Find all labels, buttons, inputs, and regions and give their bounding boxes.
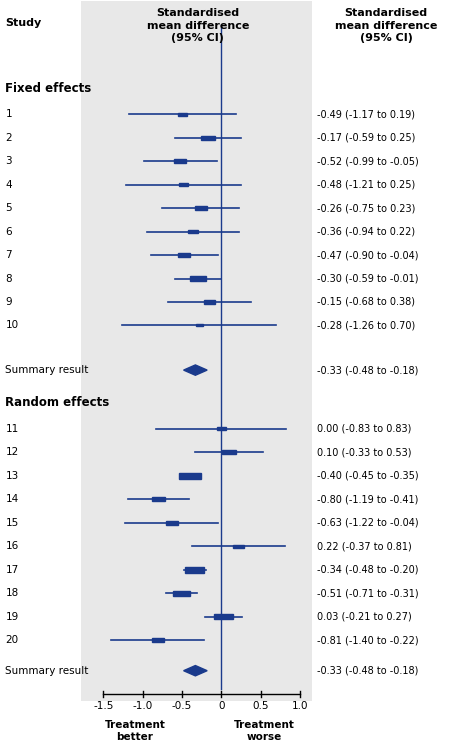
Text: -1.5: -1.5	[93, 701, 114, 711]
Text: -0.52 (-0.99 to -0.05): -0.52 (-0.99 to -0.05)	[317, 156, 419, 166]
Text: 0.03 (-0.21 to 0.27): 0.03 (-0.21 to 0.27)	[317, 612, 412, 621]
Text: Fixed effects: Fixed effects	[5, 82, 91, 95]
Text: -0.80 (-1.19 to -0.41): -0.80 (-1.19 to -0.41)	[317, 494, 419, 504]
Text: -0.15 (-0.68 to 0.38): -0.15 (-0.68 to 0.38)	[317, 297, 415, 307]
Text: -0.36 (-0.94 to 0.22): -0.36 (-0.94 to 0.22)	[317, 226, 415, 237]
Text: 8: 8	[5, 273, 12, 284]
Bar	[152, 638, 164, 642]
Text: 0.10 (-0.33 to 0.53): 0.10 (-0.33 to 0.53)	[317, 447, 411, 457]
Text: 16: 16	[5, 541, 18, 551]
Text: -0.81 (-1.40 to -0.22): -0.81 (-1.40 to -0.22)	[317, 635, 419, 645]
Text: -1.0: -1.0	[133, 701, 153, 711]
Bar	[173, 591, 190, 596]
Text: 18: 18	[5, 589, 18, 598]
Bar	[185, 567, 204, 572]
Bar	[178, 112, 188, 115]
Bar	[196, 325, 203, 326]
Bar	[195, 206, 207, 210]
Bar	[190, 276, 206, 281]
Text: Standardised
mean difference
(95% CI): Standardised mean difference (95% CI)	[335, 8, 438, 43]
Text: Random effects: Random effects	[5, 396, 109, 410]
Text: 13: 13	[5, 471, 18, 481]
Polygon shape	[183, 365, 207, 375]
Bar	[166, 521, 178, 524]
Text: -0.33 (-0.48 to -0.18): -0.33 (-0.48 to -0.18)	[317, 666, 419, 676]
Bar	[214, 614, 233, 620]
Text: 2: 2	[5, 133, 12, 142]
Text: -0.51 (-0.71 to -0.31): -0.51 (-0.71 to -0.31)	[317, 589, 419, 598]
Text: 0.00 (-0.83 to 0.83): 0.00 (-0.83 to 0.83)	[317, 424, 411, 434]
Text: -0.26 (-0.75 to 0.23): -0.26 (-0.75 to 0.23)	[317, 203, 416, 213]
Text: -0.63 (-1.22 to -0.04): -0.63 (-1.22 to -0.04)	[317, 518, 419, 527]
Bar	[188, 230, 198, 233]
Text: -0.17 (-0.59 to 0.25): -0.17 (-0.59 to 0.25)	[317, 133, 416, 142]
Text: 17: 17	[5, 565, 18, 574]
Text: 4: 4	[5, 180, 12, 189]
Text: -0.49 (-1.17 to 0.19): -0.49 (-1.17 to 0.19)	[317, 109, 415, 119]
Text: 0.22 (-0.37 to 0.81): 0.22 (-0.37 to 0.81)	[317, 541, 412, 551]
Text: -0.30 (-0.59 to -0.01): -0.30 (-0.59 to -0.01)	[317, 273, 419, 284]
Text: Study: Study	[5, 18, 42, 28]
Bar	[174, 159, 186, 163]
Bar	[82, 0, 311, 701]
Text: -0.28 (-1.26 to 0.70): -0.28 (-1.26 to 0.70)	[317, 320, 415, 331]
Text: 20: 20	[5, 635, 18, 645]
Text: -0.40 (-0.45 to -0.35): -0.40 (-0.45 to -0.35)	[317, 471, 419, 481]
Bar	[179, 183, 188, 186]
Text: 14: 14	[5, 494, 18, 504]
Bar	[201, 136, 215, 139]
Text: 12: 12	[5, 447, 18, 457]
Bar	[222, 450, 236, 454]
Text: Treatment
better: Treatment better	[104, 720, 165, 741]
Text: 9: 9	[5, 297, 12, 307]
Text: -0.5: -0.5	[172, 701, 192, 711]
Bar	[217, 428, 226, 430]
Text: -0.33 (-0.48 to -0.18): -0.33 (-0.48 to -0.18)	[317, 365, 419, 375]
Polygon shape	[183, 665, 207, 676]
Text: Treatment
worse: Treatment worse	[234, 720, 295, 741]
Text: -0.34 (-0.48 to -0.20): -0.34 (-0.48 to -0.20)	[317, 565, 419, 574]
Text: Standardised
mean difference
(95% CI): Standardised mean difference (95% CI)	[146, 8, 249, 43]
Text: 6: 6	[5, 226, 12, 237]
Text: -0.47 (-0.90 to -0.04): -0.47 (-0.90 to -0.04)	[317, 250, 419, 260]
Text: 0: 0	[218, 701, 225, 711]
Text: 11: 11	[5, 424, 18, 434]
Text: -0.48 (-1.21 to 0.25): -0.48 (-1.21 to 0.25)	[317, 180, 415, 189]
Text: Summary result: Summary result	[5, 365, 89, 375]
Text: 10: 10	[5, 320, 18, 331]
Bar	[233, 545, 244, 548]
Bar	[204, 300, 215, 304]
Text: 15: 15	[5, 518, 18, 527]
Bar	[152, 497, 165, 501]
Text: 0.5: 0.5	[252, 701, 269, 711]
Bar	[178, 253, 191, 257]
Text: 3: 3	[5, 156, 12, 166]
Text: Summary result: Summary result	[5, 666, 89, 676]
Text: 1: 1	[5, 109, 12, 119]
Bar	[179, 472, 201, 479]
Text: 7: 7	[5, 250, 12, 260]
Text: 19: 19	[5, 612, 18, 621]
Text: 1.0: 1.0	[292, 701, 308, 711]
Text: 5: 5	[5, 203, 12, 213]
